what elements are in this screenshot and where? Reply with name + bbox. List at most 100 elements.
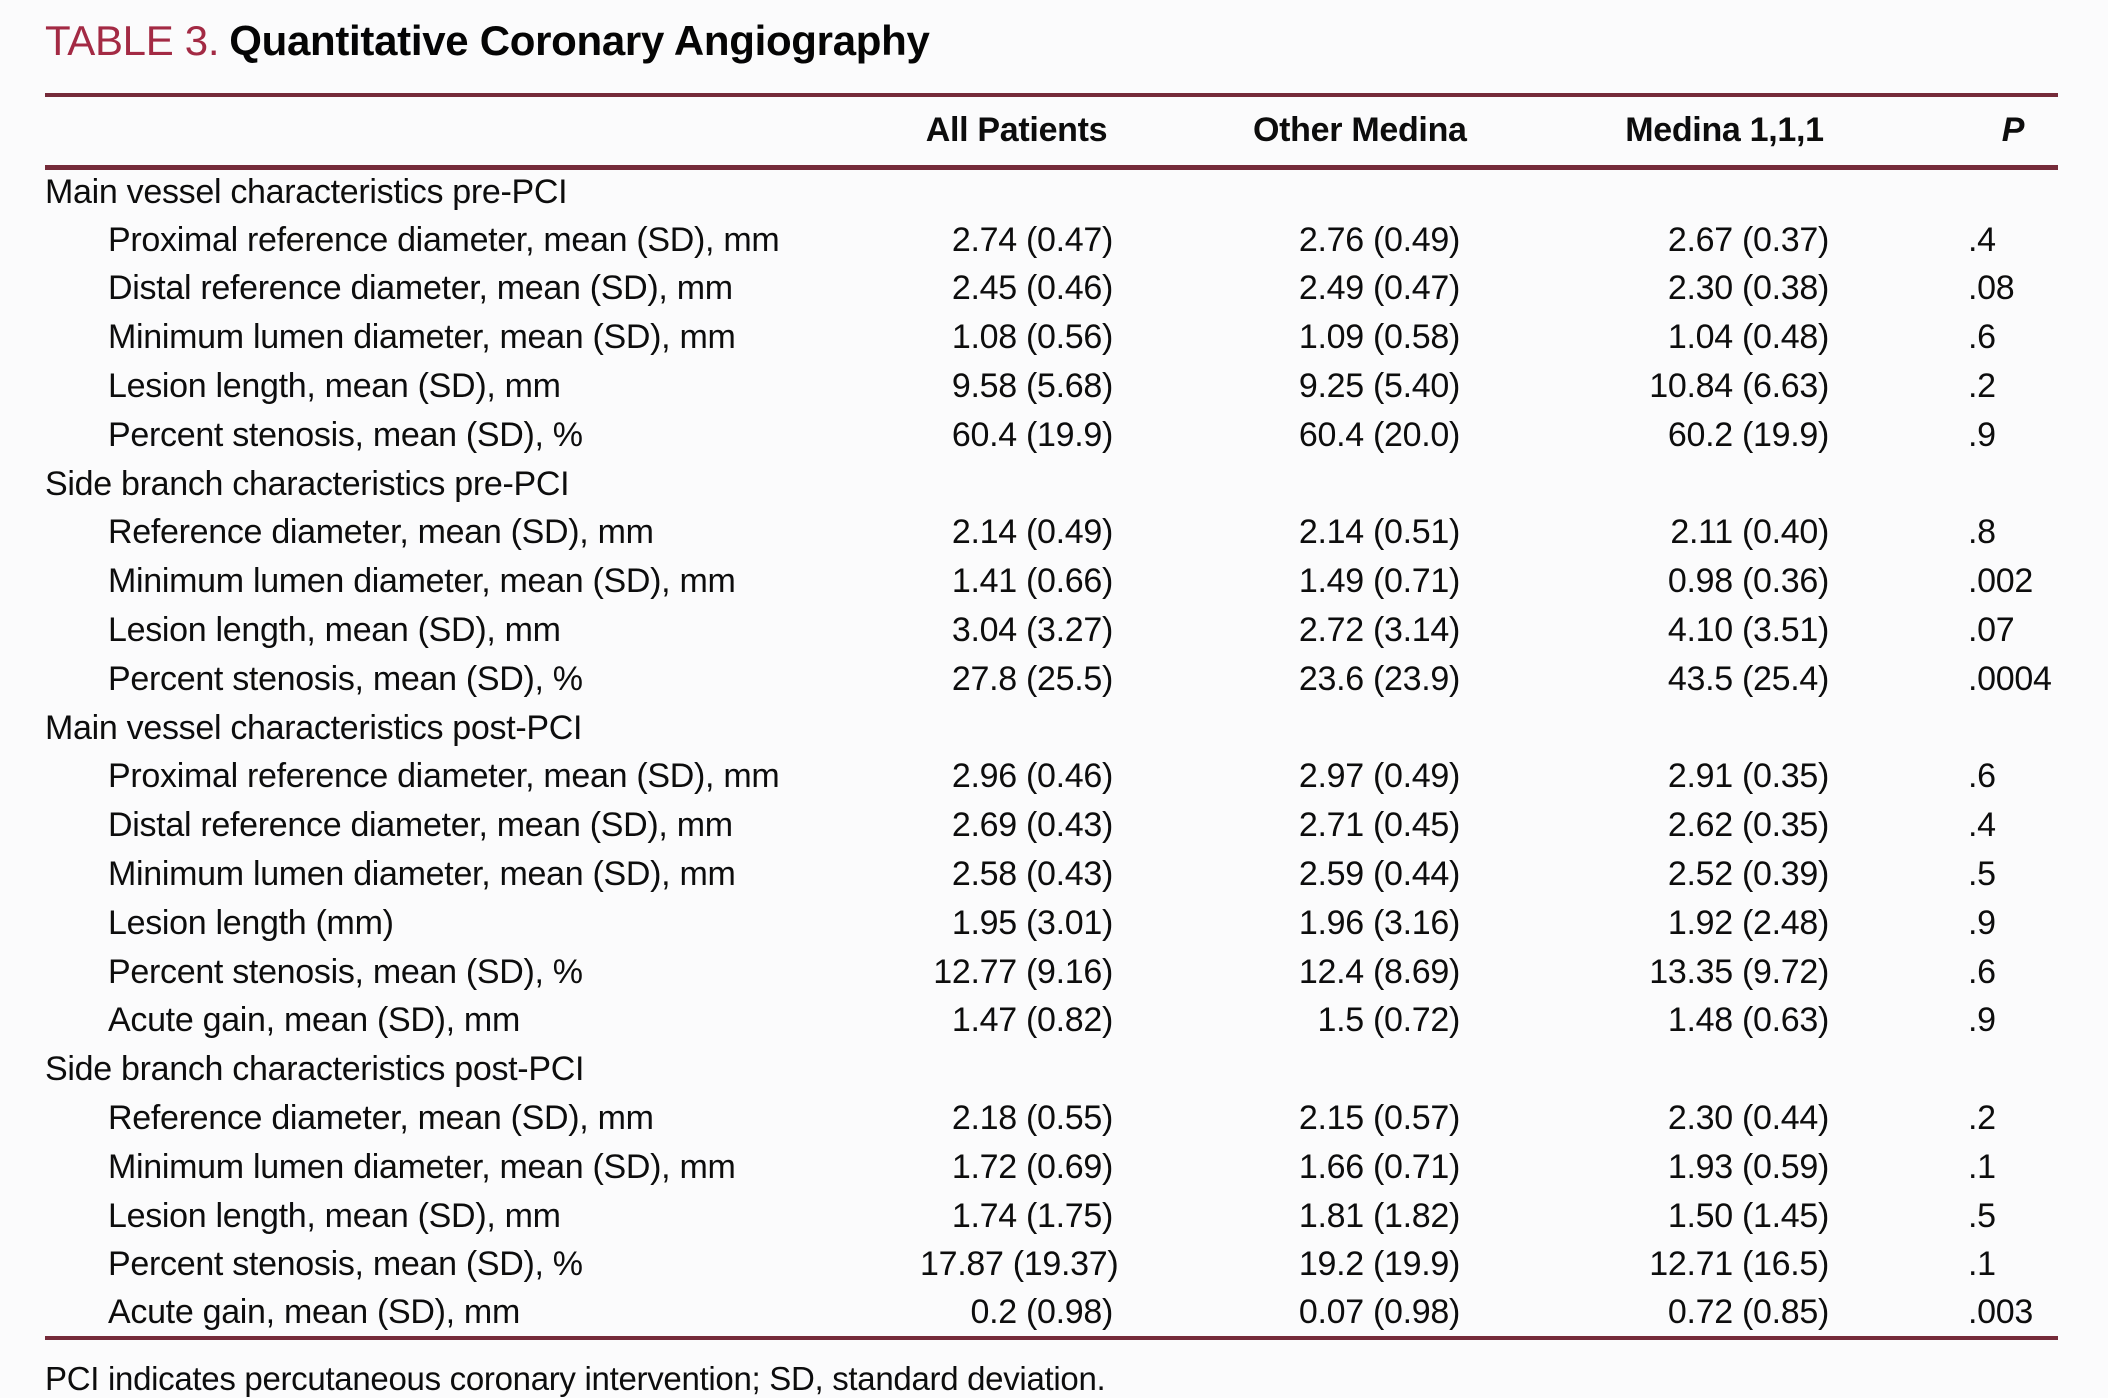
p-value-cell: .4 [1968, 220, 1996, 259]
value-cell: 0.98 (0.36) [1667, 562, 1829, 601]
table-row: Percent stenosis, mean (SD), % 12.77 (9.1… [45, 948, 2058, 997]
section-header: Main vessel characteristics post-PCI [45, 708, 583, 747]
section-header: Main vessel characteristics pre-PCI [45, 173, 568, 212]
p-value-cell: .1 [1968, 1245, 1996, 1284]
row-label: Lesion length, mean (SD), mm [108, 367, 561, 406]
value-cell: 9.58 (5.68) [951, 367, 1113, 406]
row-label: Percent stenosis, mean (SD), % [108, 415, 583, 454]
table-row: Minimum lumen diameter, mean (SD), mm 1.7… [45, 1143, 2058, 1192]
row-label: Lesion length, mean (SD), mm [108, 611, 561, 650]
value-cell: 2.18 (0.55) [951, 1099, 1113, 1138]
value-cell: 43.5 (25.4) [1667, 659, 1829, 698]
qca-table: All Patients Other Medina Medina 1,1,1 P… [45, 93, 2058, 1341]
value-cell: 12.4 (8.69) [1298, 952, 1460, 991]
value-cell: 60.4 (20.0) [1298, 415, 1460, 454]
p-value-cell: .9 [1968, 415, 1996, 454]
table-row: Percent stenosis, mean (SD), % 27.8 (25.5… [45, 655, 2058, 704]
value-cell: 2.62 (0.35) [1667, 806, 1829, 845]
table-row: Lesion length, mean (SD), mm 9.58 (5.68) 9… [45, 362, 2058, 411]
table-row: Lesion length, mean (SD), mm 1.74 (1.75) 1… [45, 1192, 2058, 1241]
row-label: Lesion length (mm) [108, 903, 394, 942]
value-cell: 2.59 (0.44) [1298, 855, 1460, 894]
p-value-cell: .5 [1968, 855, 1996, 894]
p-value-cell: .003 [1968, 1293, 2033, 1332]
table-row: Proximal reference diameter, mean (SD), … [45, 753, 2058, 802]
value-cell: 1.08 (0.56) [951, 318, 1113, 357]
table-caption: TABLE 3. Quantitative Coronary Angiograph… [45, 18, 2058, 74]
table-row: Percent stenosis, mean (SD), % 17.87 (19.… [45, 1241, 2058, 1290]
p-value-cell: .9 [1968, 903, 1996, 942]
table-row: Reference diameter, mean (SD), mm 2.18 (0… [45, 1094, 2058, 1143]
value-cell: 2.14 (0.51) [1298, 513, 1460, 552]
row-label: Minimum lumen diameter, mean (SD), mm [108, 318, 736, 357]
value-cell: 1.48 (0.63) [1667, 1001, 1829, 1040]
value-cell: 19.2 (19.9) [1298, 1245, 1460, 1284]
p-value-cell: .002 [1968, 562, 2033, 601]
value-cell: 1.72 (0.69) [951, 1147, 1113, 1186]
value-cell: 23.6 (23.9) [1298, 659, 1460, 698]
column-header-row: All Patients Other Medina Medina 1,1,1 P [45, 95, 2058, 170]
value-cell: 0.2 (0.98) [970, 1293, 1113, 1332]
table-row: Proximal reference diameter, mean (SD), … [45, 216, 2058, 265]
row-label: Distal reference diameter, mean (SD), mm [108, 806, 733, 845]
value-cell: 27.8 (25.5) [951, 659, 1113, 698]
row-label: Acute gain, mean (SD), mm [108, 1293, 520, 1332]
table-row: Acute gain, mean (SD), mm 0.2 (0.98) 0.07 … [45, 1289, 2058, 1338]
value-cell: 2.45 (0.46) [951, 269, 1113, 308]
value-cell: 60.2 (19.9) [1667, 415, 1829, 454]
table-row: Lesion length, mean (SD), mm 3.04 (3.27) 2… [45, 606, 2058, 655]
value-cell: 1.5 (0.72) [1317, 1001, 1460, 1040]
table-row: Distal reference diameter, mean (SD), mm… [45, 265, 2058, 314]
section-header-row: Main vessel characteristics post-PCI [45, 704, 2058, 753]
value-cell: 17.87 (19.37) [920, 1245, 1119, 1284]
value-cell: 1.66 (0.71) [1298, 1147, 1460, 1186]
table-row: Minimum lumen diameter, mean (SD), mm 2.5… [45, 850, 2058, 899]
value-cell: 2.71 (0.45) [1298, 806, 1460, 845]
value-cell: 12.77 (9.16) [933, 952, 1113, 991]
value-cell: 2.15 (0.57) [1298, 1099, 1460, 1138]
value-cell: 2.72 (3.14) [1298, 611, 1460, 650]
section-header: Side branch characteristics post-PCI [45, 1050, 585, 1089]
value-cell: 0.07 (0.98) [1298, 1293, 1460, 1332]
value-cell: 4.10 (3.51) [1667, 611, 1829, 650]
corner-cell [45, 95, 920, 170]
row-label: Minimum lumen diameter, mean (SD), mm [108, 855, 736, 894]
value-cell: 1.04 (0.48) [1667, 318, 1829, 357]
footnote: PCI indicates percutaneous coronary inte… [45, 1360, 1106, 1398]
row-label: Distal reference diameter, mean (SD), mm [108, 269, 733, 308]
row-label: Minimum lumen diameter, mean (SD), mm [108, 1147, 736, 1186]
value-cell: 2.11 (0.40) [1670, 513, 1829, 552]
row-label: Lesion length, mean (SD), mm [108, 1196, 561, 1235]
row-label: Proximal reference diameter, mean (SD), … [108, 220, 780, 259]
column-header-p: P [1829, 95, 2058, 170]
p-value-cell: .2 [1968, 1099, 1996, 1138]
p-value-cell: .6 [1968, 952, 1996, 991]
value-cell: 1.96 (3.16) [1298, 903, 1460, 942]
p-value-cell: .8 [1968, 513, 1996, 552]
p-value-cell: .1 [1968, 1147, 1996, 1186]
table-row: Lesion length (mm) 1.95 (3.01) 1.96 (3.16)… [45, 899, 2058, 948]
section-header-row: Side branch characteristics post-PCI [45, 1045, 2058, 1094]
value-cell: 1.95 (3.01) [951, 903, 1113, 942]
value-cell: 1.09 (0.58) [1298, 318, 1460, 357]
value-cell: 2.30 (0.38) [1667, 269, 1829, 308]
value-cell: 60.4 (19.9) [951, 415, 1113, 454]
p-value-cell: .5 [1968, 1196, 1996, 1235]
row-label: Acute gain, mean (SD), mm [108, 1001, 520, 1040]
table-row: Acute gain, mean (SD), mm 1.47 (0.82) 1.5 … [45, 997, 2058, 1046]
p-value-cell: .07 [1968, 611, 2015, 650]
row-label: Percent stenosis, mean (SD), % [108, 659, 583, 698]
value-cell: 2.74 (0.47) [951, 220, 1113, 259]
value-cell: 12.71 (16.5) [1649, 1245, 1829, 1284]
value-cell: 2.14 (0.49) [951, 513, 1113, 552]
table-row: Percent stenosis, mean (SD), % 60.4 (19.9… [45, 411, 2058, 460]
value-cell: 1.93 (0.59) [1667, 1147, 1829, 1186]
table-number: TABLE 3. [45, 17, 220, 64]
value-cell: 1.47 (0.82) [951, 1001, 1113, 1040]
column-header-other-medina: Other Medina [1113, 95, 1467, 170]
value-cell: 2.91 (0.35) [1667, 757, 1829, 796]
p-value-cell: .9 [1968, 1001, 1996, 1040]
row-label: Reference diameter, mean (SD), mm [108, 513, 654, 552]
value-cell: 3.04 (3.27) [951, 611, 1113, 650]
